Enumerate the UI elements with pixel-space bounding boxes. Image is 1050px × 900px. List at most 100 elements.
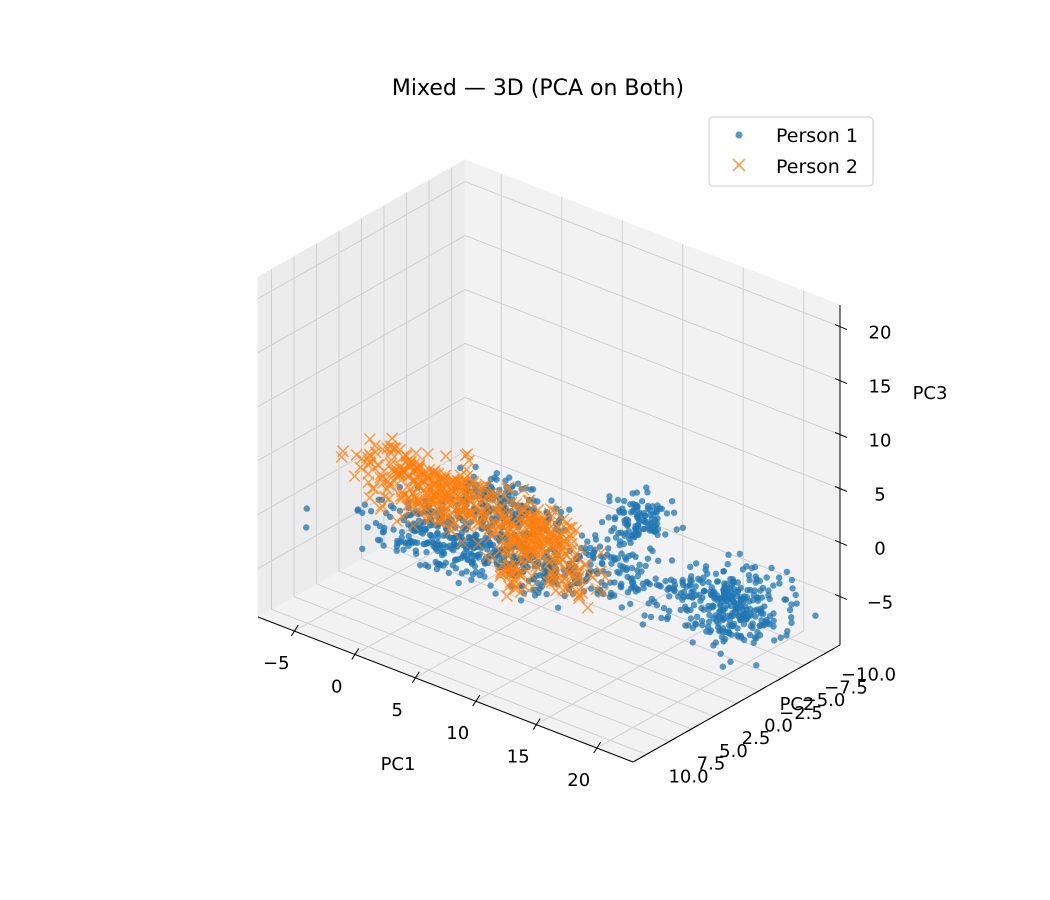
data-point [737,584,745,592]
grid-line-z [464,235,841,382]
data-point [616,509,623,516]
data-point [673,526,680,533]
data-point [408,464,421,477]
data-point [540,572,547,579]
data-point [439,450,452,463]
data-point [750,639,757,647]
data-point [640,525,647,533]
x-tick-label: 0 [331,676,342,697]
data-point [720,568,727,575]
data-point [654,515,661,522]
data-point [775,574,783,581]
data-point [468,550,475,558]
y-tick-label: 10.0 [668,766,708,787]
data-point [729,622,736,629]
data-point [532,561,545,574]
data-point [611,515,619,523]
y-tick [798,660,812,669]
data-point [537,521,550,534]
data-point [635,586,642,594]
data-point [584,568,597,581]
x-tick-label: 15 [507,747,530,768]
data-point [530,560,543,573]
data-point [550,552,563,565]
data-point [470,489,483,502]
legend-label-person-2: Person 2 [776,156,858,178]
y-tick-label: −5.0 [802,690,846,711]
x-tick [593,741,602,754]
data-point [418,472,432,485]
data-point [786,606,794,614]
data-point [670,509,678,516]
data-point [736,550,744,557]
data-point [476,503,489,516]
data-point [437,562,444,569]
data-point [462,507,475,520]
data-point [700,606,707,613]
legend-marker-person-2 [732,158,746,172]
data-point [466,475,480,488]
data-point [771,637,778,644]
data-point [752,579,759,586]
data-point [634,567,641,574]
data-point [422,561,429,569]
data-point [647,511,654,518]
data-point [472,532,479,539]
grid-line-y [316,583,692,730]
data-point [421,447,434,460]
data-point [386,442,399,455]
data-point [494,565,508,578]
data-point [463,541,471,549]
data-point [414,539,421,546]
data-point [720,615,728,623]
data-point [723,588,730,596]
data-point [458,554,465,562]
data-point [508,502,522,515]
data-point [448,534,455,542]
data-point [450,547,457,554]
data-point [398,528,406,536]
grid-line-z [464,343,841,489]
data-point [749,597,757,604]
data-point [384,440,397,453]
x-tick [532,718,541,730]
data-point [687,563,694,570]
data-point [600,590,607,598]
data-point [728,588,735,595]
data-point [782,596,790,603]
data-point [378,490,391,503]
data-point [452,556,460,563]
data-point [400,500,413,513]
data-point [423,510,436,523]
data-point [728,631,735,638]
data-point [366,482,379,495]
data-point [485,541,492,549]
data-point [605,514,612,521]
data-point [361,451,374,464]
data-point [710,642,717,649]
data-point [719,594,727,602]
data-point [437,492,450,505]
data-point [621,497,628,505]
data-point [710,603,717,610]
x-tick [472,694,481,707]
y-tick-label: −7.5 [824,677,868,698]
grid-line-z [464,396,841,543]
data-point [621,509,628,516]
data-point [388,464,402,477]
grid-line-y [383,545,760,692]
data-point [515,505,528,518]
data-point [647,545,654,552]
data-point [680,581,687,589]
data-point [590,554,597,561]
data-point [505,496,518,509]
data-point [439,504,452,517]
legend: Person 1 Person 2 [708,116,874,187]
data-point [519,550,532,563]
data-point [533,536,546,549]
data-point [619,563,627,570]
data-point [481,551,494,564]
data-point [646,521,653,529]
data-point [363,491,376,504]
data-point [596,543,604,550]
